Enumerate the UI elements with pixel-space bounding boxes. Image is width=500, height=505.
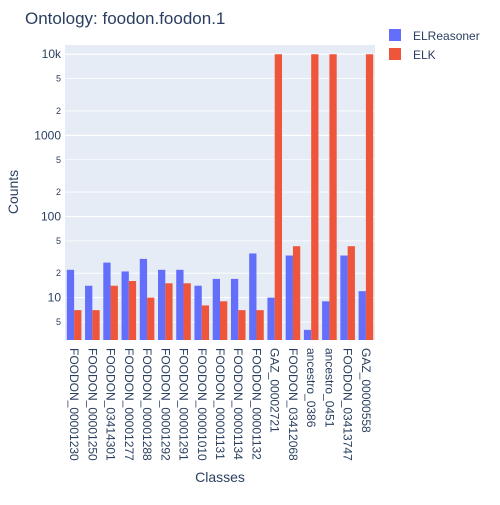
x-tick-label: FOODON_03412068 bbox=[286, 348, 300, 461]
bar-elk bbox=[74, 310, 82, 340]
x-tick-label: FOODON_00001134 bbox=[231, 348, 245, 460]
legend-swatch bbox=[389, 48, 401, 60]
bar-elreasoner bbox=[212, 278, 220, 340]
y-axis-title: Counts bbox=[5, 170, 21, 214]
legend-label: ELK bbox=[413, 48, 436, 62]
bar-elk bbox=[110, 285, 118, 340]
bar-elreasoner bbox=[230, 278, 239, 340]
bar-elk bbox=[274, 54, 282, 340]
bar-elk bbox=[365, 54, 374, 340]
y-tick-label: 5 bbox=[56, 317, 61, 327]
y-tick-label: 5 bbox=[56, 155, 61, 165]
x-tick-label: FOODON_00001288 bbox=[140, 348, 154, 461]
bar-elk bbox=[292, 246, 301, 340]
x-tick-label: FOODON_00001131 bbox=[213, 348, 227, 460]
bar-elk bbox=[147, 297, 155, 340]
bar-elreasoner bbox=[285, 255, 293, 340]
x-tick-label: ancestro_0386 bbox=[304, 348, 318, 428]
bar-elreasoner bbox=[322, 301, 330, 340]
x-tick-labels: FOODON_00001230 FOODON_00001250 FOODON_034… bbox=[67, 348, 373, 461]
bar-elreasoner bbox=[103, 262, 111, 340]
bar-elk bbox=[311, 54, 319, 340]
x-tick-label: FOODON_03414301 bbox=[104, 348, 118, 461]
x-axis-title: Classes bbox=[195, 469, 245, 485]
y-tick-label: 10k bbox=[42, 47, 62, 61]
x-tick-label: FOODON_00001250 bbox=[85, 348, 99, 461]
y-tick-label: 5 bbox=[56, 74, 61, 84]
bar-elk bbox=[347, 246, 355, 340]
bar-elreasoner bbox=[66, 269, 75, 340]
bar-elreasoner bbox=[303, 329, 312, 340]
chart-title: Ontology: foodon.foodon.1 bbox=[25, 9, 225, 28]
bar-elreasoner bbox=[358, 291, 366, 340]
x-tick-label: FOODON_00001230 bbox=[67, 348, 81, 461]
y-tick-label: 100 bbox=[41, 209, 61, 223]
legend-swatch bbox=[389, 29, 401, 41]
x-tick-label: GAZ_00002721 bbox=[268, 348, 282, 433]
bar-elreasoner bbox=[194, 285, 202, 340]
bar-elk bbox=[165, 283, 173, 340]
bar-elreasoner bbox=[121, 271, 129, 340]
x-tick-label: FOODON_03413747 bbox=[341, 348, 355, 461]
y-tick-label: 2 bbox=[56, 268, 61, 278]
bar-elk bbox=[92, 310, 100, 340]
y-tick-label: 5 bbox=[56, 236, 61, 246]
bar-elreasoner bbox=[139, 258, 148, 340]
y-tick-label: 2 bbox=[56, 106, 61, 116]
legend-label: ELReasoner bbox=[413, 29, 480, 43]
bar-elk bbox=[220, 301, 228, 340]
bar-elk bbox=[256, 310, 264, 340]
bar-layer bbox=[66, 54, 374, 340]
bar-elk bbox=[201, 305, 210, 340]
x-tick-label: FOODON_00001277 bbox=[122, 348, 136, 461]
bar-elk bbox=[183, 283, 191, 340]
bar-elreasoner bbox=[249, 253, 257, 340]
bar-elreasoner bbox=[85, 285, 93, 340]
x-tick-label: FOODON_00001132 bbox=[249, 348, 263, 460]
bar-elk bbox=[238, 310, 246, 340]
y-tick-label: 2 bbox=[56, 187, 61, 197]
bar-elreasoner bbox=[267, 297, 275, 340]
x-tick-label: FOODON_00001010 bbox=[195, 348, 209, 461]
x-tick-label: FOODON_00001291 bbox=[177, 348, 191, 461]
bar-elk bbox=[329, 54, 337, 340]
y-tick-labels: 5 10 2 5 100 2 5 1000 2 5 10k bbox=[34, 47, 62, 327]
bar-elk bbox=[128, 281, 137, 340]
bar-elreasoner bbox=[158, 269, 166, 340]
legend: ELReasoner ELK bbox=[389, 29, 480, 62]
y-tick-label: 1000 bbox=[34, 128, 61, 142]
x-tick-label: FOODON_00001292 bbox=[158, 348, 172, 461]
x-tick-label: GAZ_00000558 bbox=[359, 348, 373, 433]
y-tick-label: 10 bbox=[48, 291, 62, 305]
x-tick-label: ancestro_0451 bbox=[322, 348, 336, 428]
bar-elreasoner bbox=[176, 269, 184, 340]
bar-elreasoner bbox=[340, 255, 348, 340]
